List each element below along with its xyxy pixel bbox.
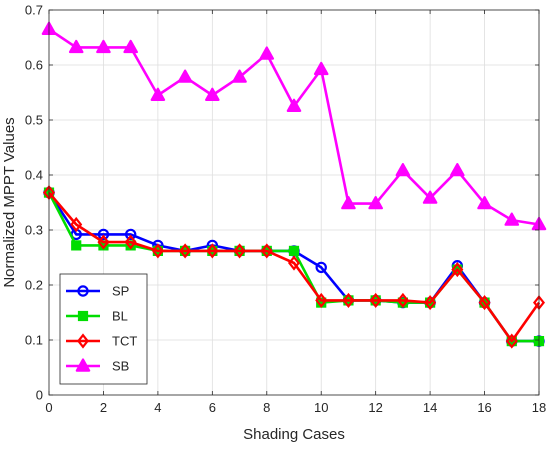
data-point-tct <box>233 243 246 259</box>
x-tick-label: 16 <box>477 400 491 415</box>
data-point-tct <box>97 234 110 250</box>
data-point-bl <box>71 240 82 251</box>
legend-label-tct: TCT <box>112 334 137 349</box>
data-point-tct <box>287 255 301 271</box>
data-point-sb <box>313 61 329 76</box>
x-tick-label: 18 <box>532 400 546 415</box>
legend-marker-bl <box>77 310 89 322</box>
data-point-sb <box>123 39 138 54</box>
y-axis-label: Normalized MPPT Values <box>1 117 18 287</box>
y-tick-label: 0.3 <box>25 223 43 238</box>
data-point-tct <box>342 292 355 308</box>
legend-item-bl: BL <box>66 309 128 324</box>
data-point-sb <box>368 196 383 210</box>
data-point-tct <box>478 295 491 311</box>
data-point-tct <box>505 333 518 349</box>
legend-label-bl: BL <box>112 309 128 324</box>
data-point-bl <box>288 245 300 256</box>
data-point-sp <box>124 228 137 241</box>
data-point-tct <box>369 292 382 308</box>
data-point-sb <box>150 87 166 101</box>
plot-border <box>48 9 540 396</box>
x-tick-label: 4 <box>154 400 161 415</box>
data-point-sb <box>450 163 465 177</box>
y-tick-label: 0.2 <box>25 278 43 293</box>
data-point-tct <box>396 292 409 308</box>
legend-marker-sp <box>77 285 89 297</box>
y-tick-label: 0.6 <box>25 58 43 73</box>
legend-label-sp: SP <box>112 284 129 299</box>
x-tick-label: 8 <box>263 400 270 415</box>
series-line-tct <box>48 191 541 343</box>
x-tick-label: 0 <box>45 400 52 415</box>
data-point-sb <box>422 190 438 204</box>
data-point-tct <box>315 292 328 308</box>
data-point-sb <box>68 39 84 54</box>
y-tick-label: 0 <box>36 388 43 403</box>
legend: SP BL TCT SB <box>59 273 148 385</box>
x-tick-label: 12 <box>368 400 382 415</box>
legend-marker-tct <box>76 333 90 349</box>
x-tick-label: 14 <box>423 400 437 415</box>
data-point-tct <box>70 216 83 233</box>
y-tick-label: 0.1 <box>25 333 43 348</box>
data-point-sb <box>205 87 220 101</box>
data-point-sb <box>232 69 247 83</box>
legend-item-sp: SP <box>66 284 129 299</box>
x-tick-label: 2 <box>100 400 107 415</box>
data-point-tct <box>451 262 464 278</box>
series-layer <box>41 21 547 349</box>
series-sb <box>41 21 547 231</box>
data-point-sb <box>477 196 492 210</box>
x-tick-label: 10 <box>314 400 328 415</box>
data-point-tct <box>124 234 137 250</box>
data-point-sb <box>177 69 193 83</box>
data-point-sp <box>315 261 327 274</box>
data-point-sp <box>97 228 110 241</box>
legend-marker-sb <box>75 358 91 372</box>
legend-label-sb: SB <box>112 359 129 374</box>
data-point-sb <box>395 163 411 177</box>
data-point-sb <box>341 196 356 210</box>
data-point-sb <box>96 39 111 54</box>
y-tick-label: 0.4 <box>25 168 43 183</box>
data-point-tct <box>424 295 437 311</box>
data-point-sb <box>286 98 302 112</box>
data-point-tct <box>179 243 192 259</box>
x-tick-label: 6 <box>209 400 216 415</box>
data-point-tct <box>151 243 164 259</box>
data-point-sb <box>504 212 520 226</box>
data-point-tct <box>260 243 273 259</box>
legend-item-sb: SB <box>66 358 129 374</box>
axis-ticks: 0 2 4 6 8 10 12 14 16 18 0 0.1 0.2 0.3 0.4 0.5 0.6 0.7 <box>25 3 546 416</box>
data-point-tct <box>206 243 219 259</box>
data-point-sb <box>259 46 275 60</box>
legend-item-tct: TCT <box>66 333 137 349</box>
y-tick-label: 0.5 <box>25 113 43 128</box>
y-tick-label: 0.7 <box>25 3 43 18</box>
x-axis-label: Shading Cases <box>243 426 345 443</box>
